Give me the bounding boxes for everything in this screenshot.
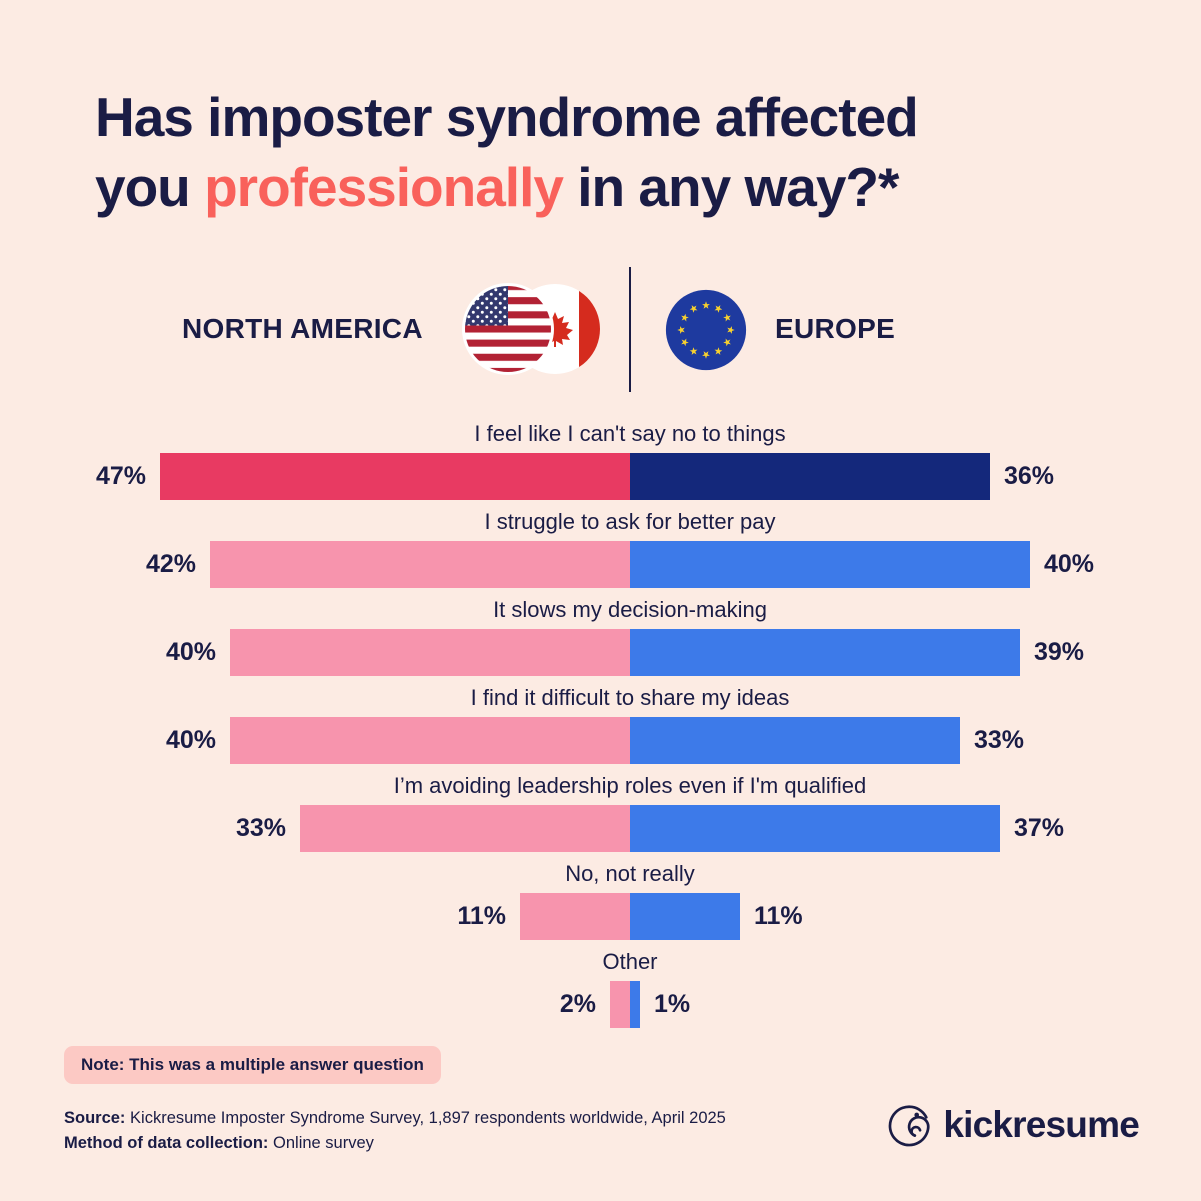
category-label: I struggle to ask for better pay [484, 509, 776, 534]
bar-pair: 11% 11% [0, 893, 1201, 940]
chart-row: Other 2% 1% [0, 948, 1201, 1028]
legend-north-america-label: NORTH AMERICA [182, 313, 423, 344]
north-america-value-label: 40% [165, 726, 216, 754]
bar-pair: 2% 1% [0, 981, 1201, 1028]
europe-value-label: 40% [1044, 550, 1095, 578]
legend-europe-label: EUROPE [775, 313, 896, 344]
europe-bar [630, 981, 640, 1028]
category-label: I find it difficult to share my ideas [470, 685, 790, 710]
eu-flag-icon [665, 289, 747, 371]
note-badge: Note: This was a multiple answer questio… [64, 1046, 441, 1084]
europe-value-label: 36% [1004, 462, 1055, 490]
north-america-value-label: 47% [95, 462, 146, 490]
chart-row: I feel like I can't say no to things 47% 3… [0, 420, 1201, 500]
category-label: I’m avoiding leadership roles even if I'… [393, 773, 867, 798]
europe-bar [630, 717, 960, 764]
chart-row: I struggle to ask for better pay 42% 40% [0, 508, 1201, 588]
north-america-bar [210, 541, 630, 588]
bar-pair: 40% 39% [0, 629, 1201, 676]
title-line2-post: in any way?* [562, 155, 899, 218]
source-text: Kickresume Imposter Syndrome Survey, 1,8… [130, 1109, 726, 1127]
usa-flag-icon [462, 283, 554, 375]
north-america-value-label: 33% [235, 814, 286, 842]
category-label: Other [602, 949, 658, 974]
method-text: Online survey [273, 1134, 374, 1152]
bar-pair: 40% 33% [0, 717, 1201, 764]
page-title: Has imposter syndrome affected you profes… [95, 83, 1115, 223]
north-america-bar [300, 805, 630, 852]
title-line2-pre: you [95, 155, 205, 218]
kickresume-logo: kickresume [887, 1102, 1140, 1148]
footer: Source: Kickresume Imposter Syndrome Sur… [64, 1106, 726, 1156]
europe-value-label: 39% [1034, 638, 1085, 666]
north-america-value-label: 11% [457, 902, 506, 930]
chart-row: I’m avoiding leadership roles even if I'… [0, 772, 1201, 852]
north-america-flags [462, 283, 602, 377]
europe-bar [630, 453, 990, 500]
europe-value-label: 37% [1014, 814, 1065, 842]
north-america-bar [520, 893, 630, 940]
north-america-value-label: 40% [165, 638, 216, 666]
title-line1: Has imposter syndrome affected [95, 86, 919, 148]
europe-bar [630, 805, 1000, 852]
europe-bar [630, 629, 1020, 676]
source-line: Source: Kickresume Imposter Syndrome Sur… [64, 1106, 726, 1131]
source-label: Source: [64, 1109, 126, 1127]
europe-value-label: 33% [974, 726, 1025, 754]
brand-name: kickresume [943, 1104, 1139, 1145]
europe-bar [630, 893, 740, 940]
europe-value-label: 11% [754, 902, 803, 930]
note-text: Note: This was a multiple answer questio… [81, 1055, 424, 1074]
bar-pair: 33% 37% [0, 805, 1201, 852]
method-label: Method of data collection: [64, 1134, 269, 1152]
north-america-bar [230, 717, 630, 764]
chart-row: It slows my decision-making 40% 39% [0, 596, 1201, 676]
north-america-bar [610, 981, 630, 1028]
chart-row: I find it difficult to share my ideas 40%… [0, 684, 1201, 764]
category-label: It slows my decision-making [493, 597, 767, 622]
legend-divider [629, 267, 631, 392]
bar-pair: 47% 36% [0, 453, 1201, 500]
europe-bar [630, 541, 1030, 588]
title-highlight-word: professionally [204, 155, 564, 218]
chameleon-icon [889, 1105, 930, 1147]
chart-row: No, not really 11% 11% [0, 860, 1201, 940]
north-america-value-label: 42% [145, 550, 196, 578]
method-line: Method of data collection: Online survey [64, 1131, 726, 1156]
category-label: I feel like I can't say no to things [474, 421, 786, 446]
bar-pair: 42% 40% [0, 541, 1201, 588]
diverging-bar-chart: I feel like I can't say no to things 47% 3… [0, 420, 1201, 1036]
category-label: No, not really [565, 861, 695, 886]
north-america-bar [230, 629, 630, 676]
north-america-bar [160, 453, 630, 500]
north-america-value-label: 2% [559, 990, 596, 1018]
europe-value-label: 1% [654, 990, 691, 1018]
